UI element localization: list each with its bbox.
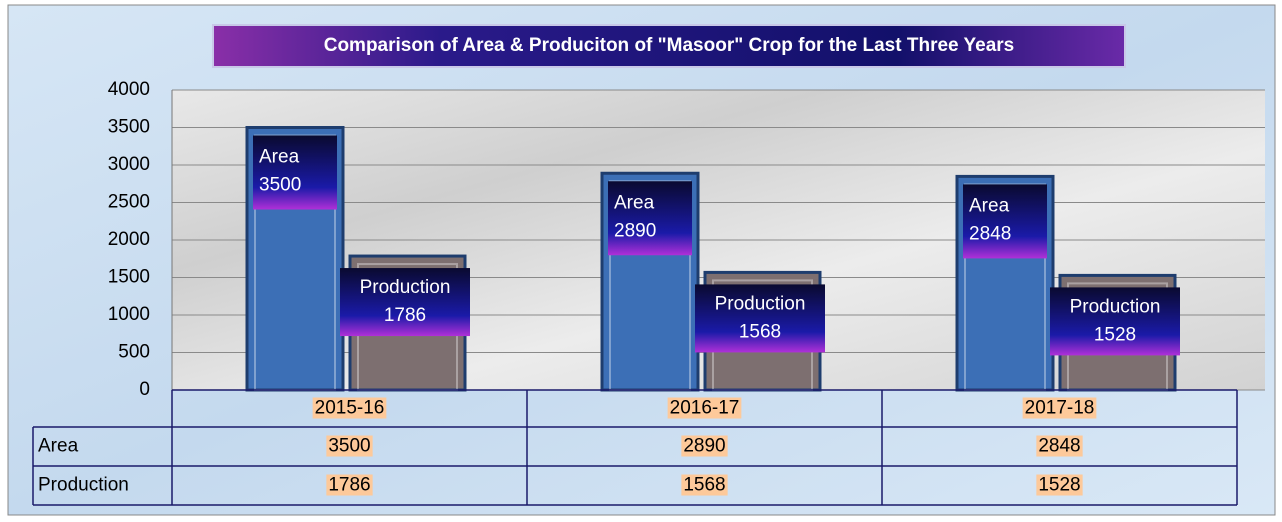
label-box <box>340 268 470 337</box>
table-value: 3500 <box>328 436 370 457</box>
series-name-label: Production <box>1070 296 1161 317</box>
series-name-label: Area <box>969 195 1010 216</box>
series-name-label: Production <box>360 277 451 298</box>
label-box <box>253 135 337 210</box>
label-box <box>695 284 825 353</box>
cell-highlight <box>681 474 728 496</box>
data-label: 2848 <box>969 223 1011 244</box>
data-label: 2890 <box>614 220 656 241</box>
x-tick-label: 2017-18 <box>1025 398 1095 419</box>
table-value: 1528 <box>1038 475 1080 496</box>
y-tick-label: 3000 <box>108 154 150 175</box>
series-name-label: Production <box>715 293 806 314</box>
x-tick-label: 2016-17 <box>670 398 740 419</box>
label-box <box>608 181 692 256</box>
table-row-label: Production <box>38 475 129 496</box>
cell-highlight <box>326 474 373 496</box>
cell-highlight <box>312 397 387 419</box>
label-box <box>1050 287 1180 356</box>
series-name-label: Area <box>614 192 655 213</box>
y-tick-label: 2500 <box>108 192 150 213</box>
data-label: 1528 <box>1094 324 1136 345</box>
y-tick-label: 1000 <box>108 304 150 325</box>
cell-highlight <box>1036 435 1083 457</box>
y-tick-label: 0 <box>139 379 150 400</box>
y-tick-label: 2000 <box>108 229 150 250</box>
cell-highlight <box>681 435 728 457</box>
cell-highlight <box>667 397 742 419</box>
data-label: 3500 <box>259 175 301 196</box>
table-value: 1568 <box>683 475 725 496</box>
x-tick-label: 2015-16 <box>315 398 385 419</box>
data-label: 1786 <box>384 305 426 326</box>
chart-title: Comparison of Area & Produciton of "Maso… <box>324 35 1015 56</box>
table-value: 2848 <box>1038 436 1080 457</box>
y-tick-label: 3500 <box>108 117 150 138</box>
cell-highlight <box>1036 474 1083 496</box>
title-box <box>212 24 1126 68</box>
table-value: 2890 <box>683 436 725 457</box>
table-row-label: Area <box>38 436 79 457</box>
cell-highlight <box>1022 397 1097 419</box>
data-label: 1568 <box>739 321 781 342</box>
y-tick-label: 1500 <box>108 267 150 288</box>
label-box <box>963 184 1047 259</box>
y-tick-label: 500 <box>118 342 150 363</box>
y-tick-label: 4000 <box>108 79 150 100</box>
cell-highlight <box>326 435 373 457</box>
series-name-label: Area <box>259 147 300 168</box>
table-value: 1786 <box>328 475 370 496</box>
